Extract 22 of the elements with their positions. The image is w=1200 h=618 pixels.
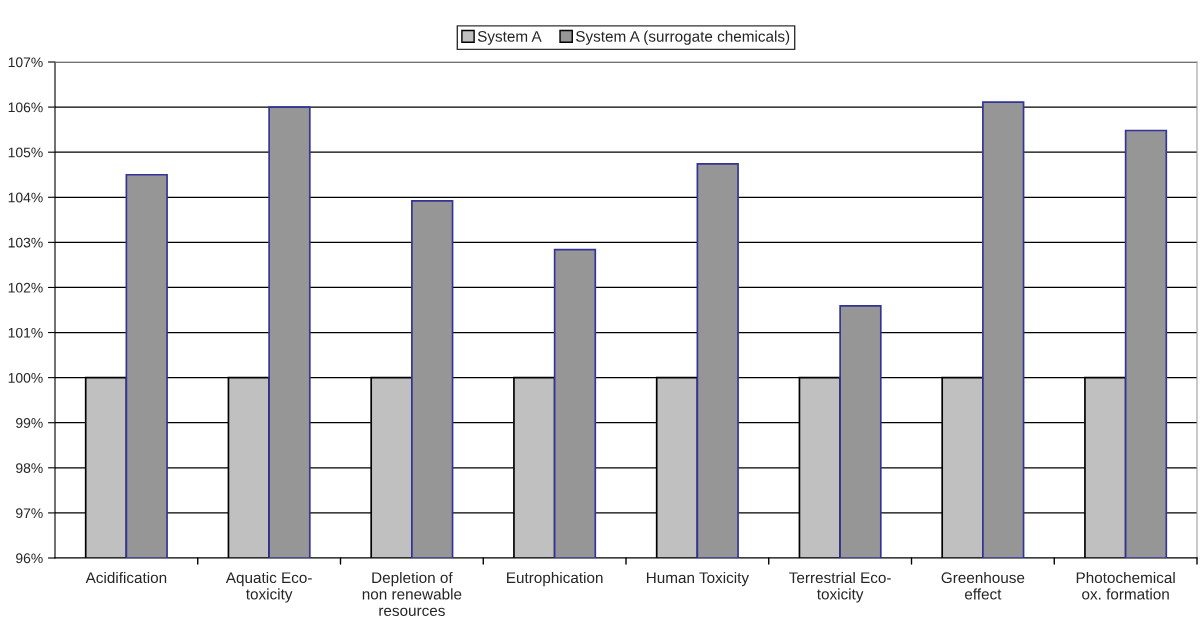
y-tick-label: 106% (8, 102, 43, 113)
x-tick-label: Photochemical ox. formation (1076, 571, 1175, 600)
x-tick-label: Greenhouse effect (941, 571, 1025, 600)
y-tick-label: 107% (8, 57, 43, 68)
y-tick-label: 103% (8, 237, 43, 248)
y-tick-label: 97% (16, 508, 43, 519)
y-tick-label: 98% (16, 463, 43, 473)
y-tick-label: 99% (16, 418, 43, 428)
y-tick-label: 96% (16, 553, 43, 564)
legend-label: System A (477, 30, 542, 45)
x-tick-label: Acidification (85, 571, 167, 584)
x-tick-label: Aquatic Eco- toxicity (225, 571, 312, 603)
y-tick-label: 104% (8, 192, 43, 203)
y-tick-label: 102% (8, 282, 43, 293)
y-tick-label: 105% (8, 147, 43, 158)
legend-label: System A (surrogate chemicals) (576, 30, 790, 45)
y-tick-label: 100% (8, 372, 43, 383)
x-tick-label: Human Toxicity (646, 571, 749, 587)
x-tick-label: Eutrophication (507, 571, 603, 587)
x-tick-label: Depletion of non renewable resources (362, 571, 462, 617)
x-tick-label: Terrestrial Eco- toxicity (789, 571, 891, 603)
y-tick-label: 101% (8, 327, 43, 338)
